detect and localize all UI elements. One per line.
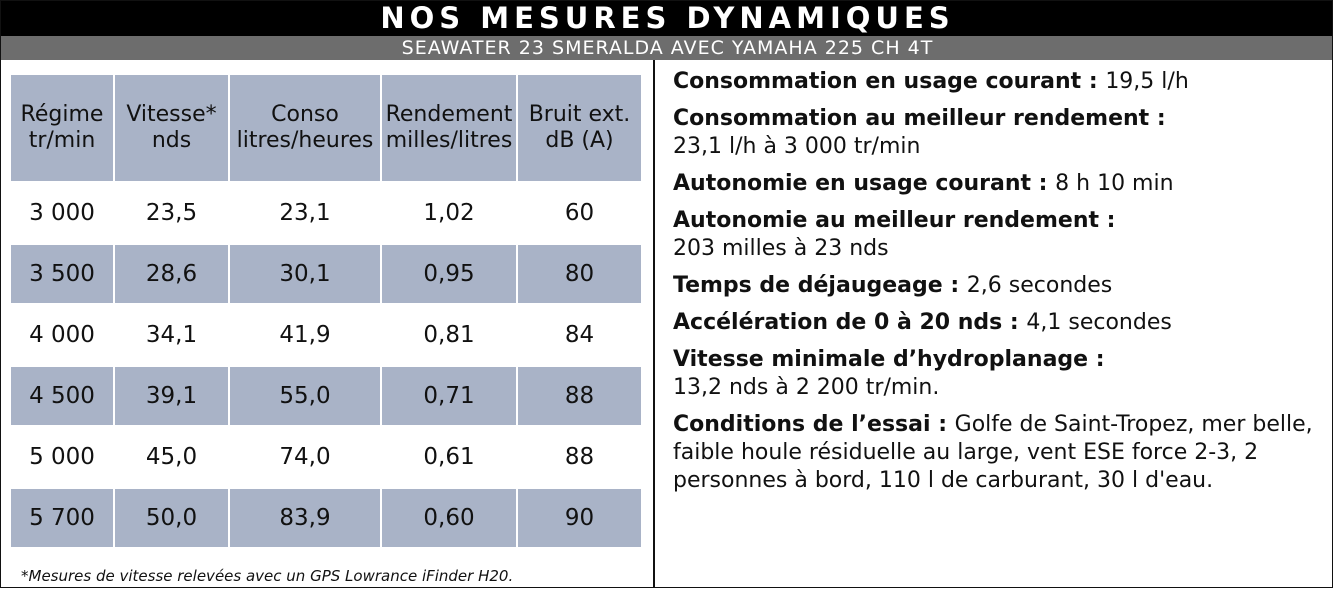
column-header-line: Rendement <box>385 102 513 127</box>
measure-separator: : <box>1088 347 1105 372</box>
table-cell: 3 000 <box>11 181 115 242</box>
column-header-vitesse: Vitesse* nds <box>115 75 230 181</box>
measure-label: Autonomie au meilleur rendement <box>673 208 1099 233</box>
measure-value: 203 milles à 23 nds <box>673 236 889 261</box>
measure-value: 23,1 l/h à 3 000 tr/min <box>673 134 921 159</box>
table-cell: 4 500 <box>11 364 115 425</box>
measure-value: 13,2 nds à 2 200 tr/min. <box>673 375 940 400</box>
column-header-conso: Conso litres/heures <box>230 75 382 181</box>
table-cell: 30,1 <box>230 242 382 303</box>
column-header-rendement: Rendement milles/litres <box>382 75 518 181</box>
measure-label: Temps de déjaugeage <box>673 273 943 298</box>
measure-label: Accélération de 0 à 20 nds <box>673 310 1003 335</box>
measure-separator: : <box>1002 310 1027 335</box>
table-cell: 83,9 <box>230 486 382 547</box>
measure-separator: : <box>1081 69 1106 94</box>
measure-separator: : <box>942 273 967 298</box>
measure-value: 19,5 l/h <box>1105 69 1189 94</box>
column-header-line: milles/litres <box>385 128 513 153</box>
table-cell: 0,81 <box>382 303 518 364</box>
table-row: 5 000 45,0 74,0 0,61 88 <box>11 425 641 486</box>
table-row: 3 000 23,5 23,1 1,02 60 <box>11 181 641 242</box>
column-header-bruit: Bruit ext. dB (A) <box>518 75 641 181</box>
measure-consommation-rendement: Consommation au meilleur rendement : 23,… <box>673 105 1316 161</box>
page-subtitle: SEAWATER 23 SMERALDA AVEC YAMAHA 225 CH … <box>1 36 1332 60</box>
table-row: 4 000 34,1 41,9 0,81 84 <box>11 303 641 364</box>
column-header-line: Régime <box>20 102 104 127</box>
table-cell: 50,0 <box>115 486 230 547</box>
measure-separator: : <box>930 412 955 437</box>
table-cell: 88 <box>518 364 641 425</box>
measure-consommation-courante: Consommation en usage courant : 19,5 l/h <box>673 68 1316 96</box>
measure-separator: : <box>1149 106 1166 131</box>
column-header-line: Vitesse* <box>126 102 217 127</box>
table-cell: 1,02 <box>382 181 518 242</box>
table-cell: 0,71 <box>382 364 518 425</box>
measure-hydroplanage: Vitesse minimale d’hydroplanage : 13,2 n… <box>673 346 1316 402</box>
measure-label: Vitesse minimale d’hydroplanage <box>673 347 1089 372</box>
table-cell: 0,61 <box>382 425 518 486</box>
table-cell: 60 <box>518 181 641 242</box>
measure-acceleration: Accélération de 0 à 20 nds : 4,1 seconde… <box>673 309 1316 337</box>
table-header-row: Régime tr/min Vitesse* nds Conso litres/… <box>11 75 641 181</box>
table-cell: 80 <box>518 242 641 303</box>
table-cell: 84 <box>518 303 641 364</box>
table-cell: 5 700 <box>11 486 115 547</box>
measure-label: Consommation en usage courant <box>673 69 1082 94</box>
measure-separator: : <box>1099 208 1116 233</box>
table-cell: 28,6 <box>115 242 230 303</box>
measure-dejaugeage: Temps de déjaugeage : 2,6 secondes <box>673 272 1316 300</box>
measure-label: Autonomie en usage courant <box>673 171 1032 196</box>
table-cell: 0,95 <box>382 242 518 303</box>
page-title: NOS MESURES DYNAMIQUES <box>1 1 1332 36</box>
measure-autonomie-courante: Autonomie en usage courant : 8 h 10 min <box>673 170 1316 198</box>
table-row: 5 700 50,0 83,9 0,60 90 <box>11 486 641 547</box>
column-header-line: tr/min <box>28 128 96 153</box>
measure-value: 8 h 10 min <box>1055 171 1174 196</box>
measure-autonomie-rendement: Autonomie au meilleur rendement : 203 mi… <box>673 207 1316 263</box>
table-cell: 90 <box>518 486 641 547</box>
table-cell: 4 000 <box>11 303 115 364</box>
table-cell: 41,9 <box>230 303 382 364</box>
table-footnote: *Mesures de vitesse relevées avec un GPS… <box>21 567 514 585</box>
column-header-regime: Régime tr/min <box>11 75 115 181</box>
measurements-table-panel: Régime tr/min Vitesse* nds Conso litres/… <box>1 60 655 587</box>
table-cell: 23,1 <box>230 181 382 242</box>
table-cell: 5 000 <box>11 425 115 486</box>
table-row: 4 500 39,1 55,0 0,71 88 <box>11 364 641 425</box>
table-cell: 55,0 <box>230 364 382 425</box>
column-header-line: litres/heures <box>236 128 374 153</box>
measure-value: 4,1 secondes <box>1026 310 1172 335</box>
table-cell: 74,0 <box>230 425 382 486</box>
column-header-line: Bruit ext. <box>528 102 631 127</box>
column-header-line: dB (A) <box>545 128 614 153</box>
table-cell: 39,1 <box>115 364 230 425</box>
table-cell: 0,60 <box>382 486 518 547</box>
measure-value: 2,6 secondes <box>966 273 1113 298</box>
measures-summary-panel: Consommation en usage courant : 19,5 l/h… <box>655 60 1332 587</box>
table-row: 3 500 28,6 30,1 0,95 80 <box>11 242 641 303</box>
table-cell: 34,1 <box>115 303 230 364</box>
measure-conditions: Conditions de l’essai : Golfe de Saint-T… <box>673 411 1316 495</box>
measure-label: Consommation au meilleur rendement <box>673 106 1150 131</box>
measurements-table: Régime tr/min Vitesse* nds Conso litres/… <box>11 75 641 547</box>
column-header-line: Conso <box>271 102 339 127</box>
measure-label: Conditions de l’essai <box>673 412 931 437</box>
column-header-line: nds <box>151 128 192 153</box>
measure-value: Golfe de Saint-Tropez, mer belle, faible… <box>673 412 1313 493</box>
table-cell: 45,0 <box>115 425 230 486</box>
table-cell: 3 500 <box>11 242 115 303</box>
table-cell: 88 <box>518 425 641 486</box>
table-cell: 23,5 <box>115 181 230 242</box>
measure-separator: : <box>1031 171 1056 196</box>
